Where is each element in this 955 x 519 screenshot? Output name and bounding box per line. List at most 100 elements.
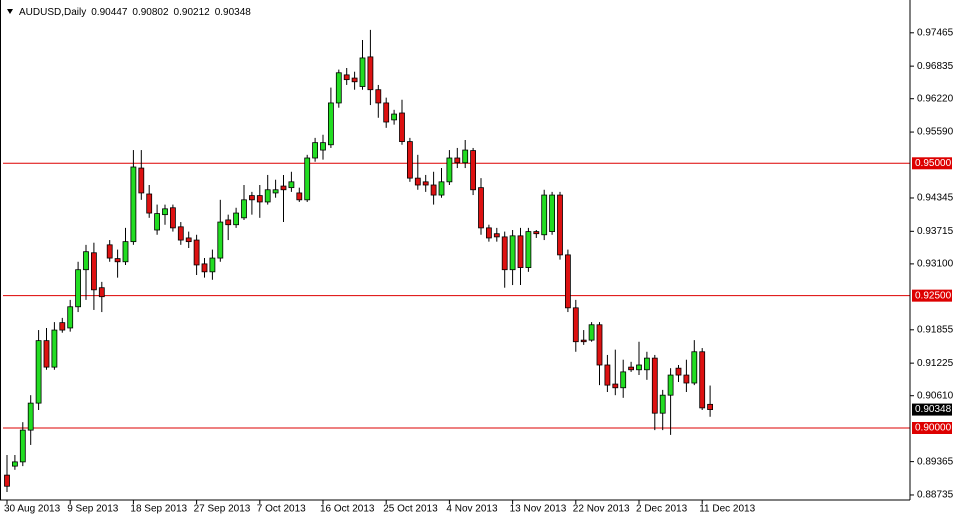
price-label-box	[912, 403, 952, 416]
candle-body	[351, 77, 358, 83]
candle-body	[209, 257, 216, 273]
candle-body	[98, 287, 105, 298]
candle-body	[35, 340, 42, 404]
x-tick-label: 16 Oct 2013	[320, 504, 375, 515]
x-tick-label: 7 Oct 2013	[257, 504, 306, 515]
candle-body	[304, 157, 311, 201]
candle-body	[517, 235, 524, 268]
candle-body	[59, 322, 66, 331]
y-tick-label: 0.97465	[917, 27, 954, 38]
candle-body	[675, 367, 682, 376]
candle-body	[644, 357, 650, 371]
x-tick-label: 25 Oct 2013	[383, 504, 438, 515]
y-tick-label: 0.88735	[917, 490, 954, 501]
candle-body	[501, 236, 508, 271]
x-tick-label: 13 Nov 2013	[510, 504, 567, 515]
last-high: 0.90802	[132, 7, 169, 18]
candle-body	[67, 306, 74, 329]
candle-body	[707, 403, 713, 410]
candle-body	[327, 102, 334, 146]
candle-body	[296, 192, 303, 201]
candle-body	[549, 194, 555, 232]
candle-body	[241, 199, 247, 219]
candle-body	[533, 231, 540, 235]
candle-body	[478, 187, 484, 229]
candle-body	[272, 189, 279, 194]
candle-body	[588, 324, 595, 341]
x-tick-label: 18 Sep 2013	[130, 504, 187, 515]
y-tick-label: 0.91225	[917, 358, 954, 369]
y-tick-label: 0.90610	[917, 390, 954, 401]
candle-body	[572, 307, 579, 343]
x-tick-label: 11 Dec 2013	[699, 504, 755, 515]
candle-body	[169, 207, 176, 229]
candle-body	[193, 239, 200, 266]
candle-body	[312, 142, 319, 159]
y-tick-label: 0.91855	[917, 324, 954, 335]
x-tick-label: 9 Sep 2013	[67, 504, 119, 515]
y-tick-label: 0.93100	[917, 259, 954, 270]
y-tick-label: 0.93715	[917, 226, 954, 237]
candle-body	[51, 329, 58, 368]
y-tick-label: 0.94345	[917, 193, 954, 204]
candle-body	[691, 351, 698, 384]
x-tick-label: 27 Sep 2013	[194, 504, 251, 515]
candle-body	[248, 195, 255, 201]
candle-body	[391, 113, 398, 121]
candle-body	[683, 374, 690, 384]
y-tick-label: 0.95590	[917, 127, 954, 138]
chart-title: AUDUSD,Daily	[19, 7, 86, 18]
candle-body	[659, 394, 666, 414]
candle-body	[628, 366, 634, 371]
last-open: 0.90447	[91, 7, 128, 18]
candle-body	[580, 339, 587, 343]
candle-body	[11, 461, 18, 467]
candle-body	[565, 254, 571, 309]
candle-body	[406, 141, 413, 179]
candle-body	[557, 194, 563, 256]
candle-body	[43, 340, 50, 368]
level-label: 0.92500	[915, 290, 952, 301]
candle-body	[343, 74, 350, 81]
candle-body	[162, 208, 168, 216]
candle-body	[383, 102, 390, 123]
candle-body	[201, 263, 208, 273]
candle-body	[320, 142, 326, 151]
candle-body	[525, 231, 532, 268]
menu-triangle[interactable]	[7, 9, 13, 14]
candle-body	[485, 227, 492, 239]
candle-body	[493, 233, 500, 238]
candle-body	[91, 252, 97, 291]
candle-body	[604, 364, 611, 386]
last-close: 0.90348	[215, 7, 252, 18]
candle-body	[399, 112, 405, 142]
y-tick-label: 0.96220	[917, 93, 954, 104]
candle-body	[375, 89, 382, 104]
price-label: 0.90348	[915, 404, 952, 415]
candle-body	[27, 402, 34, 431]
candle-body	[83, 251, 89, 271]
candle-body	[612, 383, 619, 389]
candle-body	[541, 194, 548, 236]
candle-body	[446, 157, 453, 183]
candle-body	[75, 269, 81, 308]
candle-body	[414, 177, 421, 186]
chart-header: AUDUSD,Daily 0.90447 0.90802 0.90212 0.90348	[19, 7, 251, 18]
candle-body	[256, 195, 263, 203]
candle-body	[667, 374, 674, 396]
candle-body	[359, 57, 366, 87]
y-tick-label: 0.89365	[917, 456, 954, 467]
candle-body	[367, 56, 374, 91]
candle-body	[4, 474, 10, 487]
candle-body	[470, 150, 477, 191]
x-tick-label: 30 Aug 2013	[4, 504, 61, 515]
candle-body	[122, 241, 129, 263]
last-low: 0.90212	[174, 7, 211, 18]
candle-body	[699, 351, 706, 409]
level-label-box	[912, 422, 952, 434]
candle-body	[233, 212, 240, 226]
candle-body	[225, 219, 232, 226]
candle-body	[454, 157, 461, 164]
